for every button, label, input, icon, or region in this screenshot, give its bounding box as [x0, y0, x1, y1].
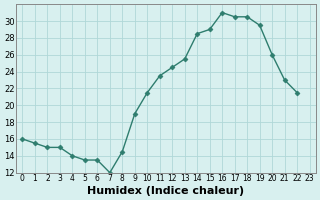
- X-axis label: Humidex (Indice chaleur): Humidex (Indice chaleur): [87, 186, 244, 196]
